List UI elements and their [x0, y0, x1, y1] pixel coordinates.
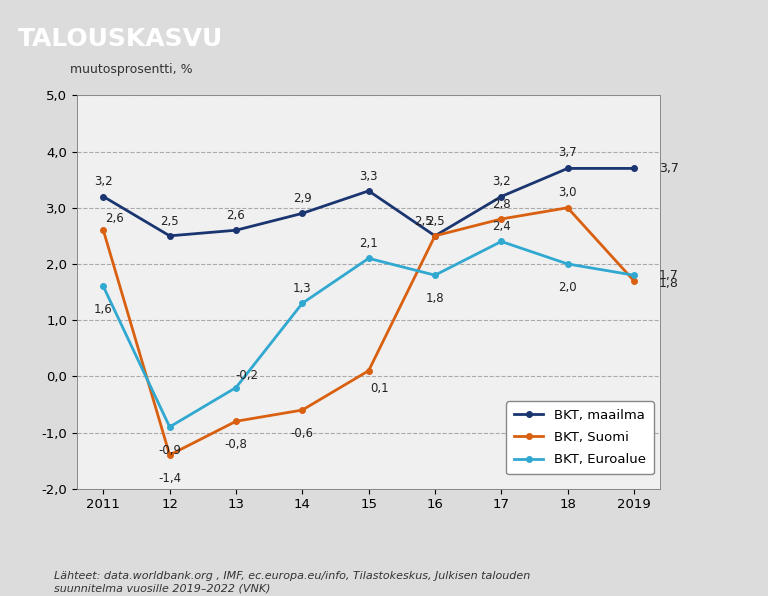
Text: 1,6: 1,6	[94, 303, 113, 316]
Text: 1,7: 1,7	[659, 269, 679, 282]
Text: Lähteet: data.worldbank.org , IMF, ec.europa.eu/info, Tilastokeskus, Julkisen ta: Lähteet: data.worldbank.org , IMF, ec.eu…	[54, 572, 530, 593]
Text: -0,8: -0,8	[224, 438, 247, 451]
Text: 2,1: 2,1	[359, 237, 378, 250]
Text: 2,5: 2,5	[415, 215, 433, 228]
Text: 1,3: 1,3	[293, 282, 312, 295]
Text: -0,2: -0,2	[236, 369, 259, 382]
Text: 3,0: 3,0	[558, 187, 577, 200]
Text: 3,2: 3,2	[94, 175, 113, 188]
Text: 3,2: 3,2	[492, 175, 511, 188]
Text: -0,9: -0,9	[158, 443, 181, 457]
Text: 2,5: 2,5	[425, 215, 444, 228]
Text: 3,3: 3,3	[359, 169, 378, 182]
Text: muutosprosentti, %: muutosprosentti, %	[70, 63, 193, 76]
Text: 2,0: 2,0	[558, 281, 577, 294]
Text: 3,7: 3,7	[659, 162, 679, 175]
Text: -0,6: -0,6	[291, 427, 314, 440]
Text: 2,9: 2,9	[293, 192, 312, 205]
Text: 3,7: 3,7	[558, 145, 577, 159]
Legend: BKT, maailma, BKT, Suomi, BKT, Euroalue: BKT, maailma, BKT, Suomi, BKT, Euroalue	[506, 401, 654, 474]
Text: 2,6: 2,6	[227, 209, 245, 222]
Text: 0,1: 0,1	[370, 382, 389, 395]
Text: 2,6: 2,6	[105, 212, 124, 225]
Text: 1,8: 1,8	[659, 277, 679, 290]
Text: 2,4: 2,4	[492, 220, 511, 233]
Text: -1,4: -1,4	[158, 471, 181, 485]
Text: 2,8: 2,8	[492, 198, 511, 210]
Text: 1,8: 1,8	[425, 292, 444, 305]
Text: TALOUSKASVU: TALOUSKASVU	[18, 27, 223, 51]
Text: 2,5: 2,5	[161, 215, 179, 228]
